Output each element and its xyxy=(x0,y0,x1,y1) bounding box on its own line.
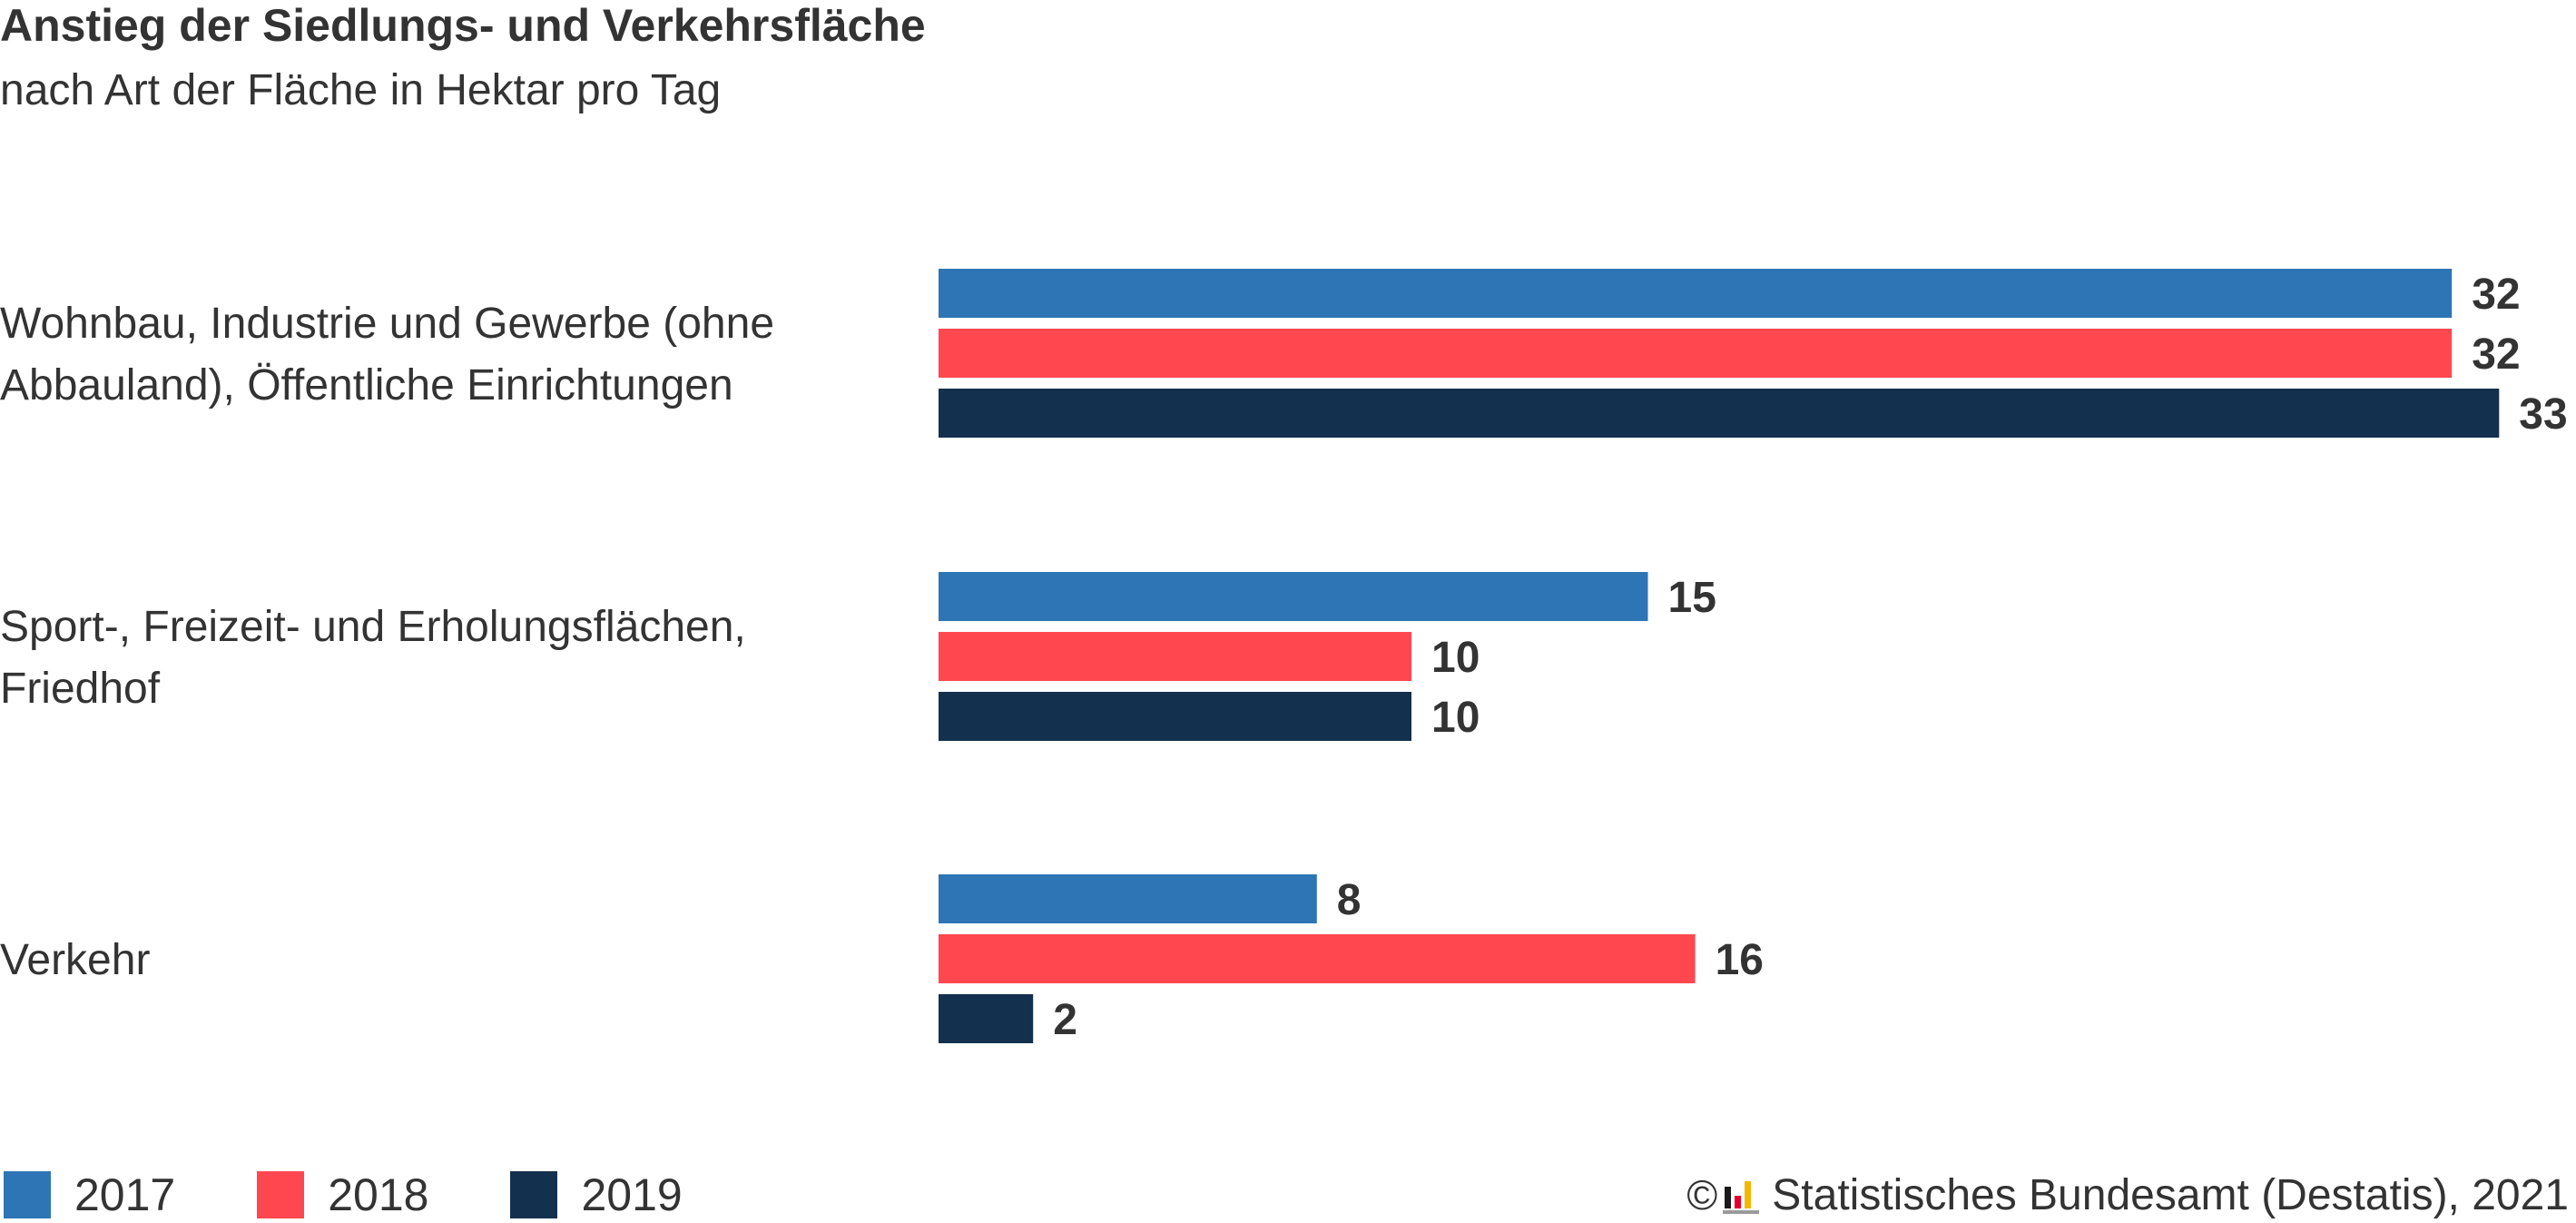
copyright-symbol: © xyxy=(1686,1171,1718,1218)
legend-item-2019: 2019 xyxy=(510,1169,683,1221)
chart-subtitle: nach Art der Fläche in Hektar pro Tag xyxy=(0,66,722,114)
data-label: 10 xyxy=(1431,634,1480,682)
category-label-line: Verkehr xyxy=(0,936,150,984)
category-label-line: Friedhof xyxy=(0,665,161,713)
category-label: Sport-, Freizeit- und Erholungsflächen, F… xyxy=(0,603,746,713)
bar-2018 xyxy=(939,934,1696,983)
data-label: 33 xyxy=(2519,390,2567,439)
bar-2019 xyxy=(939,692,1411,741)
legend-swatch-2017 xyxy=(4,1171,51,1218)
legend-swatch-2019 xyxy=(510,1171,558,1218)
bar-chart: Wohnbau, Industrie und Gewerbe (ohne Abba… xyxy=(0,269,2568,1044)
bar-2018 xyxy=(939,329,2453,378)
bar-2018 xyxy=(939,632,1411,681)
bar-2019 xyxy=(939,994,1034,1043)
legend-label-2018: 2018 xyxy=(328,1169,429,1220)
data-label: 2 xyxy=(1053,996,1077,1044)
legend-item-2018: 2018 xyxy=(257,1169,428,1221)
destatis-logo-icon xyxy=(1723,1176,1761,1214)
source-text: Statistisches Bundesamt (Destatis), 2021 xyxy=(1772,1170,2569,1219)
source-credit: © Statistisches Bundesamt (Destatis), 20… xyxy=(1686,1168,2569,1222)
category-label-line: Sport-, Freizeit- und Erholungsflächen, xyxy=(0,603,746,651)
legend-label-2019: 2019 xyxy=(581,1169,683,1220)
legend: 2017 2018 2019 xyxy=(4,1168,764,1222)
category-labels: Wohnbau, Industrie und Gewerbe (ohne Abba… xyxy=(0,300,774,984)
legend-label-2017: 2017 xyxy=(74,1169,176,1220)
data-label: 8 xyxy=(1337,876,1362,924)
bars xyxy=(939,269,2500,1043)
data-label: 32 xyxy=(2472,271,2520,319)
data-label: 15 xyxy=(1668,574,1716,622)
legend-item-2017: 2017 xyxy=(4,1169,175,1221)
legend-swatch-2018 xyxy=(257,1171,305,1218)
bar-2019 xyxy=(939,389,2500,438)
category-label-line: Wohnbau, Industrie und Gewerbe (ohne xyxy=(0,300,774,348)
bar-2017 xyxy=(939,269,2453,318)
bar-2017 xyxy=(939,572,1648,621)
category-label: Verkehr xyxy=(0,936,150,984)
chart-title: Anstieg der Siedlungs- und Verkehrsfläch… xyxy=(0,0,926,51)
bar-2017 xyxy=(939,874,1317,923)
data-label: 32 xyxy=(2472,330,2520,379)
value-labels: 32 32 33 15 10 10 8 16 2 xyxy=(1053,271,2567,1044)
category-label: Wohnbau, Industrie und Gewerbe (ohne Abba… xyxy=(0,300,774,409)
data-label: 10 xyxy=(1431,694,1480,742)
data-label: 16 xyxy=(1716,936,1764,984)
category-label-line: Abbauland), Öffentliche Einrichtungen xyxy=(0,361,733,409)
